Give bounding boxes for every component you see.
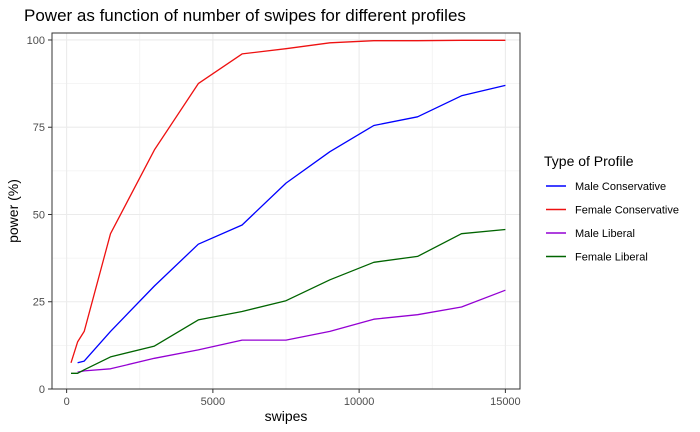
x-tick-label: 15000 [490,396,521,408]
y-tick-label: 100 [27,35,45,47]
y-tick-label: 25 [33,297,45,309]
y-tick-label: 0 [39,384,45,396]
y-axis: 0 25 50 75 100 [27,35,52,396]
legend-label-female-conservative: Female Conservative [575,205,679,217]
series-line-female-conservative [70,39,506,363]
series-line-male-conservative [77,84,506,364]
x-tick-label: 0 [64,396,70,408]
plot-border [51,32,521,390]
minor-gridlines [52,33,520,389]
major-gridlines [52,33,520,390]
x-axis-label: swipes [265,408,308,424]
plot-panel [51,32,521,390]
series-lines [70,39,506,374]
legend-label-female-liberal: Female Liberal [575,252,648,264]
series-line-female-liberal [71,228,506,374]
chart-title: Power as function of number of swipes fo… [24,6,466,25]
legend-title: Type of Profile [544,153,634,169]
y-tick-label: 75 [33,122,45,134]
y-axis-label: power (%) [5,179,21,243]
x-tick-label: 10000 [344,396,375,408]
legend-label-male-liberal: Male Liberal [575,228,635,240]
legend: Type of Profile Male Conservative Female … [544,153,679,264]
series-line-male-liberal [77,289,506,373]
legend-label-male-conservative: Male Conservative [575,181,666,193]
x-axis: 0 5000 10000 15000 [64,389,521,408]
legend-items: Male Conservative Female Conservative Male… [546,181,679,264]
x-tick-label: 5000 [201,396,225,408]
y-tick-label: 50 [33,209,45,221]
